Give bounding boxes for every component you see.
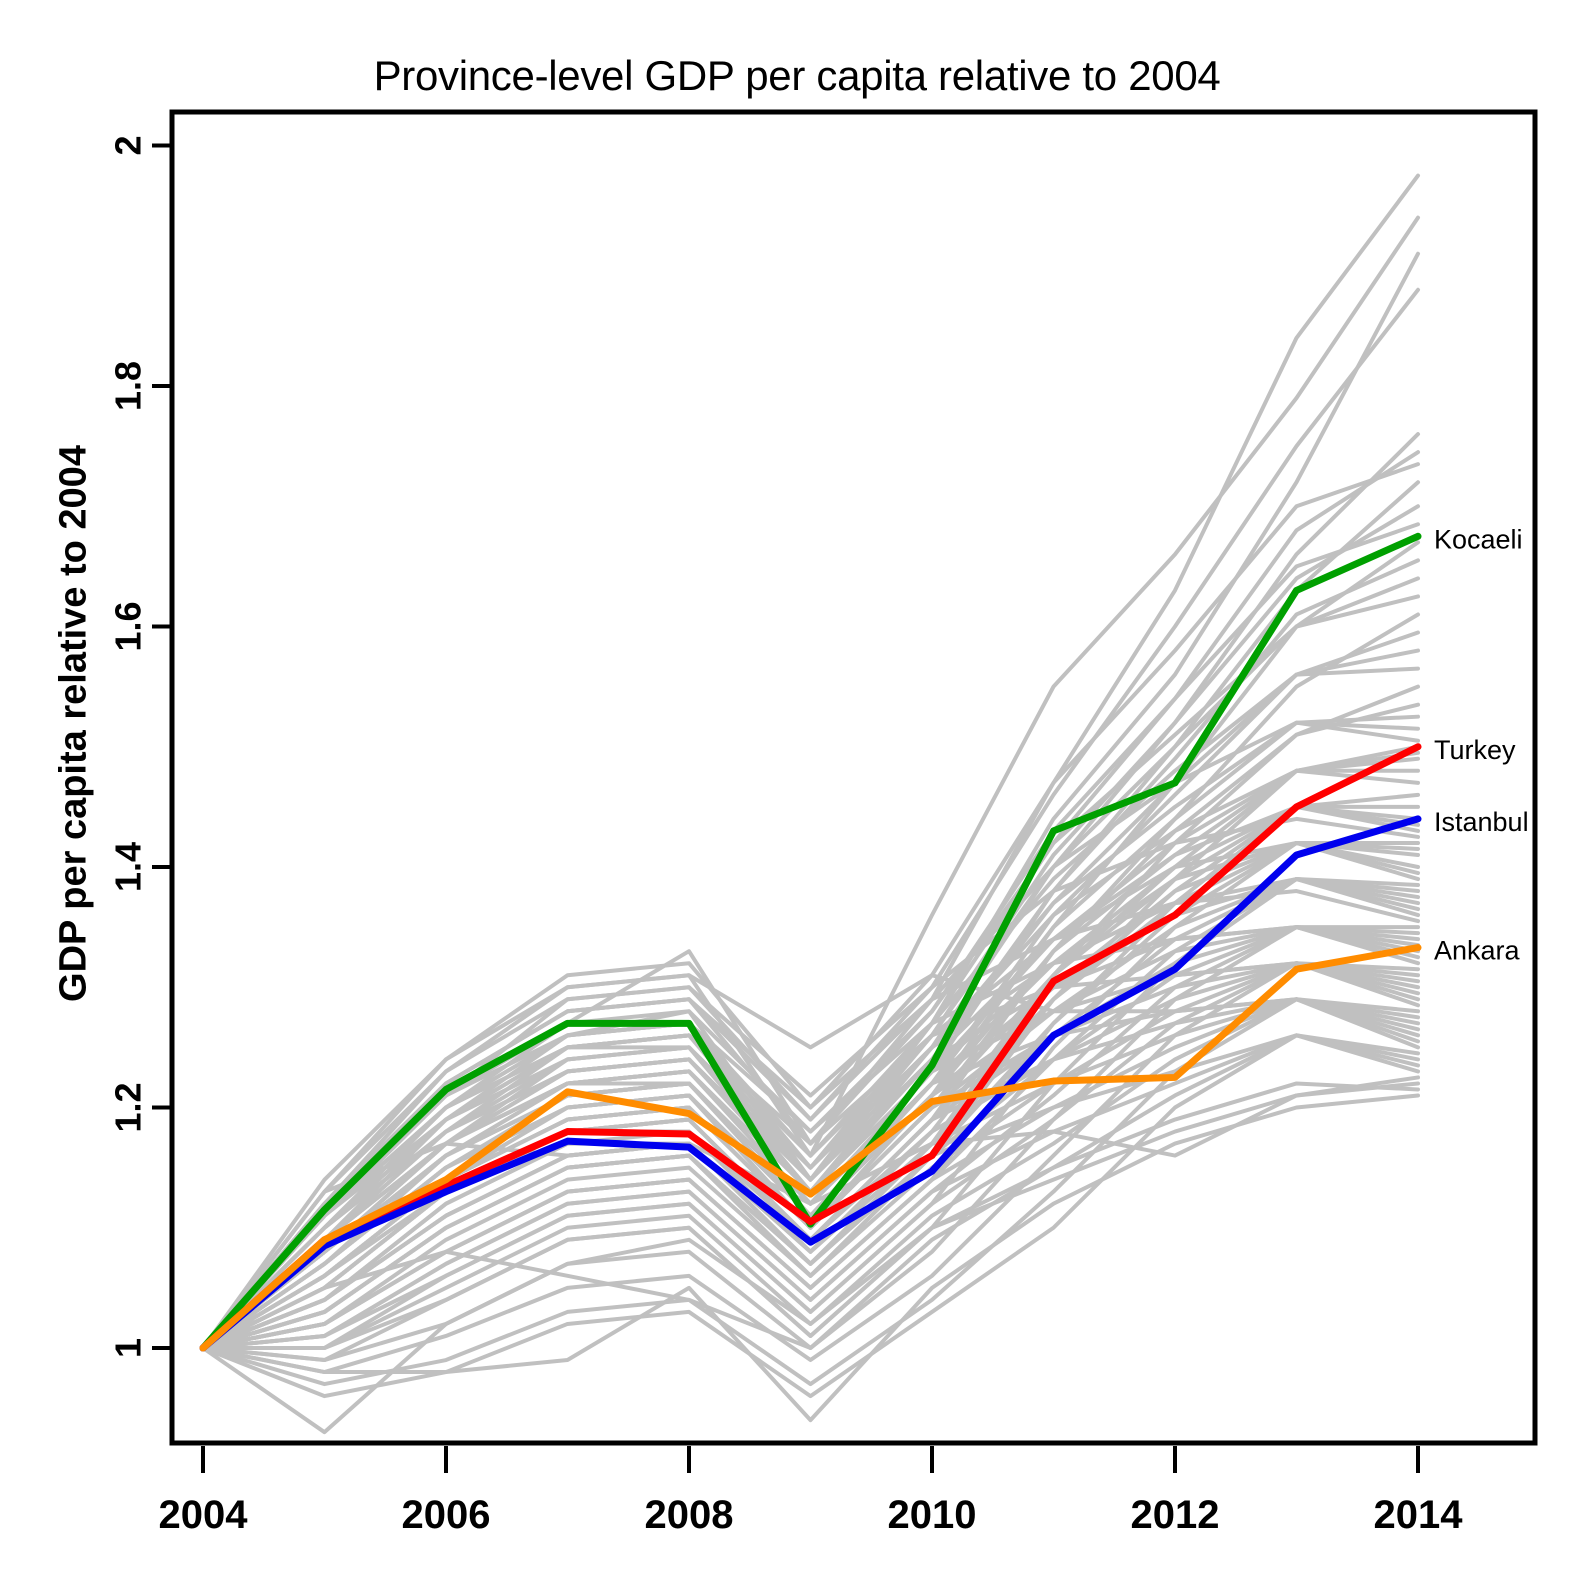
background-series-line bbox=[201, 804, 1420, 1350]
series-line-turkey bbox=[199, 743, 1422, 1352]
background-series-line bbox=[201, 997, 1420, 1350]
background-series-line bbox=[201, 889, 1420, 1350]
axes-group bbox=[169, 109, 1538, 1446]
background-series-line bbox=[201, 804, 1420, 1350]
y-tick-label: 1.4 bbox=[108, 842, 149, 892]
background-series-line bbox=[201, 804, 1420, 1350]
background-series-line bbox=[201, 1093, 1420, 1423]
background-series-line bbox=[201, 816, 1420, 1350]
background-series-line bbox=[201, 877, 1420, 1350]
background-series-line bbox=[201, 1033, 1420, 1350]
background-series-line bbox=[201, 1075, 1420, 1350]
series-annotation-ankara: Ankara bbox=[1434, 936, 1521, 966]
x-axis-ticks: 2004 2006 2008 2010 2012 2014 bbox=[159, 1446, 1464, 1537]
background-series-line bbox=[201, 1033, 1420, 1399]
background-series-line bbox=[201, 1081, 1420, 1435]
series-annotation-istanbul: Istanbul bbox=[1434, 807, 1529, 837]
background-series-line bbox=[201, 1033, 1420, 1350]
background-series-line bbox=[201, 961, 1420, 1350]
background-series-line bbox=[201, 804, 1420, 1350]
background-series-line bbox=[201, 997, 1420, 1387]
y-tick-label: 1 bbox=[108, 1338, 149, 1358]
y-tick-label: 2 bbox=[108, 135, 149, 155]
y-tick-label: 1.6 bbox=[108, 601, 149, 651]
background-series-line bbox=[201, 961, 1420, 1375]
background-series-line bbox=[201, 997, 1420, 1350]
x-tick-label: 2006 bbox=[402, 1493, 491, 1537]
x-tick-label: 2004 bbox=[159, 1493, 249, 1537]
x-tick-label: 2012 bbox=[1131, 1493, 1220, 1537]
background-series-line bbox=[201, 1081, 1420, 1350]
highlighted-series-group bbox=[199, 532, 1422, 1352]
background-series-line bbox=[201, 961, 1420, 1350]
series-annotation-kocaeli: Kocaeli bbox=[1434, 524, 1523, 554]
series-annotations: Kocaeli Turkey Istanbul Ankara bbox=[1434, 524, 1529, 965]
series-annotation-turkey: Turkey bbox=[1434, 735, 1516, 765]
series-line-istanbul bbox=[199, 815, 1422, 1352]
background-series-line bbox=[201, 973, 1420, 1350]
background-series-group bbox=[201, 173, 1420, 1435]
y-tick-label: 1.8 bbox=[108, 361, 149, 411]
y-axis-ticks: 1 1.2 1.4 1.6 1.8 2 bbox=[108, 135, 172, 1358]
x-tick-label: 2014 bbox=[1374, 1493, 1464, 1537]
x-tick-label: 2010 bbox=[888, 1493, 977, 1537]
y-tick-label: 1.2 bbox=[108, 1082, 149, 1132]
background-series-line bbox=[201, 1033, 1420, 1363]
page-title: Province-level GDP per capita relative t… bbox=[373, 52, 1221, 99]
background-series-line bbox=[201, 840, 1420, 1350]
x-tick-label: 2008 bbox=[645, 1493, 734, 1537]
series-line-ankara bbox=[199, 944, 1422, 1352]
background-series-line bbox=[201, 961, 1420, 1350]
